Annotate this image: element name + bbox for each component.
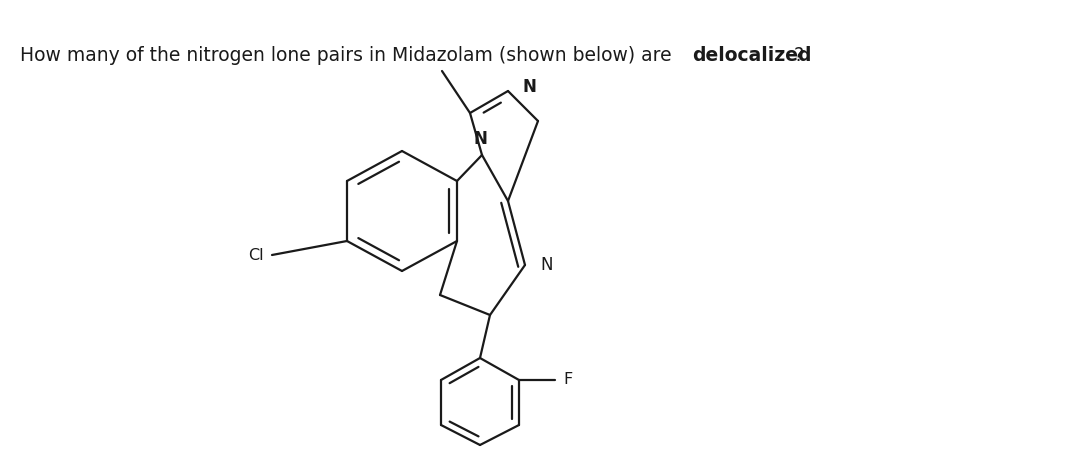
Text: N: N [540, 256, 552, 274]
Text: delocalized: delocalized [692, 46, 812, 65]
Text: N: N [522, 78, 536, 96]
Text: How many of the nitrogen lone pairs in Midazolam (shown below) are: How many of the nitrogen lone pairs in M… [20, 46, 677, 65]
Text: F: F [563, 373, 572, 388]
Text: N: N [473, 130, 487, 148]
Text: ?: ? [794, 46, 803, 65]
Text: Cl: Cl [248, 248, 264, 263]
